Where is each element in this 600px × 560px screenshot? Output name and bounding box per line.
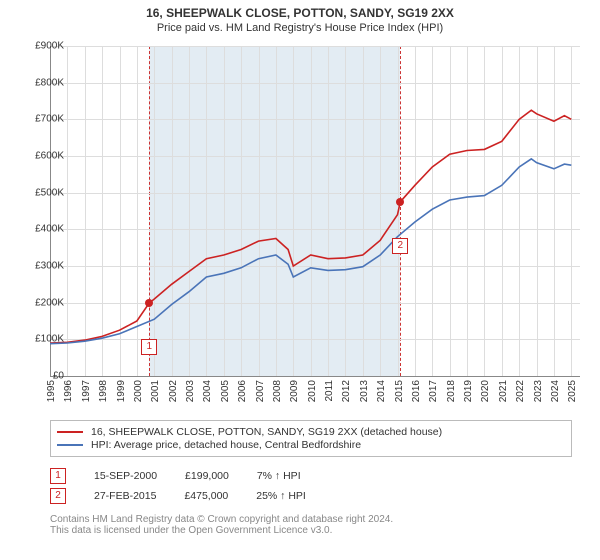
x-tick-label: 2002 <box>168 380 179 402</box>
x-tick-label: 2019 <box>463 380 474 402</box>
x-tick-label: 2007 <box>255 380 266 402</box>
y-tick-label: £300K <box>35 261 64 272</box>
sale-marker-dot <box>145 299 153 307</box>
chart-container: 16, SHEEPWALK CLOSE, POTTON, SANDY, SG19… <box>0 0 600 560</box>
legend-label: HPI: Average price, detached house, Cent… <box>91 439 361 451</box>
y-tick-label: £500K <box>35 187 64 198</box>
x-tick-label: 2020 <box>480 380 491 402</box>
x-tick-label: 2014 <box>376 380 387 402</box>
x-tick-label: 2004 <box>202 380 213 402</box>
chart-subtitle: Price paid vs. HM Land Registry's House … <box>0 22 600 34</box>
x-tick-label: 2009 <box>289 380 300 402</box>
x-tick-label: 2013 <box>359 380 370 402</box>
legend-swatch <box>57 431 83 433</box>
sale-marker-box: 1 <box>50 468 66 484</box>
sale-row: 1 15-SEP-2000 £199,000 7% ↑ HPI <box>50 468 572 484</box>
sale-marker-label: 1 <box>141 339 157 355</box>
x-tick-label: 2017 <box>428 380 439 402</box>
titles: 16, SHEEPWALK CLOSE, POTTON, SANDY, SG19… <box>0 0 600 34</box>
y-tick-label: £600K <box>35 151 64 162</box>
x-tick-label: 2015 <box>394 380 405 402</box>
sale-date: 15-SEP-2000 <box>94 470 157 482</box>
sale-marker-label: 2 <box>392 238 408 254</box>
sale-date: 27-FEB-2015 <box>94 490 156 502</box>
series-property <box>50 110 571 343</box>
legend-label: 16, SHEEPWALK CLOSE, POTTON, SANDY, SG19… <box>91 426 442 438</box>
legend-item: 16, SHEEPWALK CLOSE, POTTON, SANDY, SG19… <box>57 426 565 438</box>
legend-swatch <box>57 444 83 446</box>
x-tick-label: 2003 <box>185 380 196 402</box>
x-tick-label: 2022 <box>515 380 526 402</box>
sale-price: £475,000 <box>184 490 228 502</box>
sale-price: £199,000 <box>185 470 229 482</box>
sale-delta: 7% ↑ HPI <box>257 470 301 482</box>
sale-delta: 25% ↑ HPI <box>256 490 306 502</box>
x-tick-label: 2000 <box>133 380 144 402</box>
x-tick-label: 2021 <box>498 380 509 402</box>
x-tick-label: 2024 <box>550 380 561 402</box>
x-tick-label: 2005 <box>220 380 231 402</box>
x-tick-label: 2011 <box>324 380 335 402</box>
x-tick-label: 2001 <box>150 380 161 402</box>
chart-area: 12 <box>50 46 580 376</box>
licence-text: Contains HM Land Registry data © Crown c… <box>50 514 572 536</box>
x-tick-label: 2012 <box>341 380 352 402</box>
sale-marker-box: 2 <box>50 488 66 504</box>
sales-table: 1 15-SEP-2000 £199,000 7% ↑ HPI 2 27-FEB… <box>50 464 572 508</box>
y-tick-label: £100K <box>35 334 64 345</box>
x-tick-label: 2006 <box>237 380 248 402</box>
x-tick-label: 2025 <box>567 380 578 402</box>
x-tick-label: 1995 <box>46 380 57 402</box>
y-tick-label: £200K <box>35 297 64 308</box>
x-tick-label: 2016 <box>411 380 422 402</box>
plot: 12 <box>50 46 580 376</box>
x-tick-label: 1996 <box>63 380 74 402</box>
series-hpi <box>50 159 571 344</box>
x-axis <box>50 376 580 377</box>
sale-row: 2 27-FEB-2015 £475,000 25% ↑ HPI <box>50 488 572 504</box>
legend-item: HPI: Average price, detached house, Cent… <box>57 439 565 451</box>
x-tick-label: 1997 <box>81 380 92 402</box>
series-lines <box>50 46 580 376</box>
y-tick-label: £400K <box>35 224 64 235</box>
chart-title: 16, SHEEPWALK CLOSE, POTTON, SANDY, SG19… <box>0 6 600 20</box>
x-tick-label: 2008 <box>272 380 283 402</box>
x-tick-label: 1999 <box>116 380 127 402</box>
x-tick-label: 1998 <box>98 380 109 402</box>
x-tick-label: 2010 <box>307 380 318 402</box>
sale-marker-dot <box>396 198 404 206</box>
x-tick-label: 2018 <box>446 380 457 402</box>
y-tick-label: £700K <box>35 114 64 125</box>
y-tick-label: £800K <box>35 77 64 88</box>
x-tick-label: 2023 <box>533 380 544 402</box>
legend: 16, SHEEPWALK CLOSE, POTTON, SANDY, SG19… <box>50 420 572 457</box>
licence-line: Contains HM Land Registry data © Crown c… <box>50 514 572 525</box>
y-tick-label: £900K <box>35 41 64 52</box>
licence-line: This data is licensed under the Open Gov… <box>50 525 572 536</box>
